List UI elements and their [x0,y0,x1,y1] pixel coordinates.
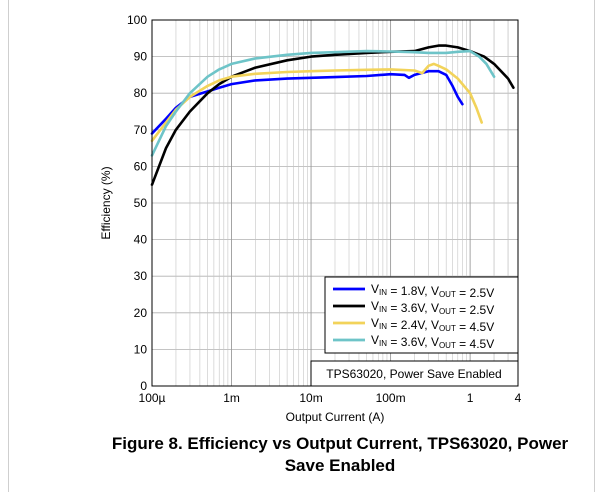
x-tick-label: 100m [376,391,406,405]
y-tick-label: 70 [134,123,148,137]
series-line [150,62,484,143]
series-line [150,49,496,157]
y-tick-label: 10 [134,342,148,356]
y-tick-label: 40 [134,233,148,247]
x-tick-label: 4 [515,391,522,405]
series-lines [150,44,515,186]
x-tick-label: 1m [223,391,240,405]
y-tick-label: 50 [134,196,148,210]
efficiency-chart: 0 10 20 30 40 50 60 70 80 90 100 100µ 1m 10m 100m 1 4 E… [99,13,522,424]
x-tick-labels: 100µ 1m 10m 100m 1 4 [139,391,522,405]
y-tick-label: 100 [127,13,147,27]
annotation-box [310,360,519,387]
annotation-text: TPS63020, Power Save Enabled [326,367,501,381]
x-axis-label: Output Current (A) [286,410,385,424]
figure-caption-line1: Figure 8. Efficiency vs Output Current, … [111,434,569,453]
y-tick-label: 30 [134,269,148,283]
y-axis-label: Efficiency (%) [99,166,113,239]
legend-label: VIN = 1.8V, VOUT = 2.5V [371,282,494,300]
x-tick-label: 10m [299,391,322,405]
legend-label: VIN = 3.6V, VOUT = 4.5V [371,333,494,351]
y-tick-label: 20 [134,306,148,320]
legend-label: VIN = 3.6V, VOUT = 2.5V [371,299,494,317]
y-tick-labels: 0 10 20 30 40 50 60 70 80 90 100 [127,13,147,393]
legend-label: VIN = 2.4V, VOUT = 4.5V [371,316,494,334]
x-tick-label: 100µ [139,391,166,405]
page-border-left [8,0,9,492]
figure-caption-line2: Save Enabled [284,456,396,475]
page-border-right [594,0,595,492]
y-tick-label: 0 [140,379,147,393]
y-tick-label: 60 [134,159,148,173]
x-tick-label: 1 [467,391,474,405]
series-line [150,69,464,135]
y-tick-label: 90 [134,50,148,64]
y-tick-label: 80 [134,86,148,100]
